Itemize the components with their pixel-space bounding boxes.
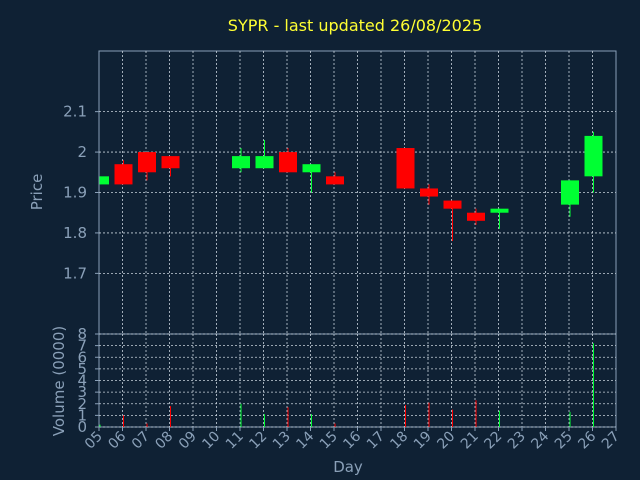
candle-body: [584, 135, 603, 177]
candle-body: [138, 152, 156, 173]
candle-body: [443, 200, 462, 209]
candle: [467, 208, 485, 225]
candle: [326, 172, 344, 185]
candle-body: [561, 180, 579, 205]
candle: [99, 176, 109, 185]
candle: [161, 156, 180, 177]
volume-y-tick-label: 5: [77, 360, 87, 378]
price-y-tick-label: 1.9: [63, 184, 87, 202]
volume-y-tick-label: 8: [77, 325, 87, 343]
price-panel: 1.7 1.8 1.9 2 2.1 Price: [28, 50, 617, 335]
candle-body: [420, 188, 438, 197]
candle: [279, 148, 297, 173]
volume-axis-label: Volume (0000): [50, 326, 68, 436]
volume-grid: [99, 333, 616, 428]
candles: [99, 131, 603, 242]
price-y-ticks: 1.7 1.8 1.9 2 2.1: [63, 103, 99, 282]
candle: [490, 208, 509, 229]
candle-body: [302, 164, 321, 173]
candle: [114, 160, 133, 185]
candle: [584, 131, 603, 193]
volume-y-tick-label: 7: [77, 337, 87, 355]
volume-y-tick-label: 6: [77, 348, 87, 366]
candle: [138, 152, 156, 181]
volume-y-tick-label: 2: [77, 395, 87, 413]
candle: [420, 184, 438, 205]
volume-bars: [99, 343, 594, 427]
candle-body: [161, 156, 180, 169]
candle: [443, 200, 462, 242]
candle: [396, 148, 415, 189]
candle: [561, 180, 579, 217]
price-grid: [99, 51, 616, 334]
price-y-tick-label: 1.8: [63, 224, 87, 242]
candle: [232, 148, 250, 173]
candle: [302, 164, 321, 193]
price-y-tick-label: 2.1: [63, 103, 87, 121]
candle-body: [490, 208, 509, 213]
candle-body: [326, 176, 344, 185]
candle: [255, 139, 274, 169]
x-axis-ticks: 05 06 07 08 09 10 11 12 13 14 15 16 17 18 19 20 21 22 23 24…: [82, 427, 623, 452]
price-axis-label: Price: [28, 174, 46, 211]
volume-y-tick-label: 0: [77, 418, 87, 436]
volume-y-tick-label: 3: [77, 383, 87, 401]
candle-body: [232, 156, 250, 169]
candle-body: [396, 148, 415, 189]
candle-body: [467, 212, 485, 221]
price-y-tick-label: 1.7: [63, 264, 87, 282]
volume-y-tick-label: 4: [77, 372, 87, 390]
x-axis-label: Day: [333, 458, 363, 476]
volume-y-tick-label: 1: [77, 406, 87, 424]
candle-body: [279, 152, 297, 173]
candle-body: [255, 156, 274, 169]
candle-body: [100, 176, 109, 185]
chart-title: SYPR - last updated 26/08/2025: [228, 16, 482, 35]
price-y-tick-label: 2: [77, 143, 87, 161]
candle-body: [114, 164, 133, 185]
